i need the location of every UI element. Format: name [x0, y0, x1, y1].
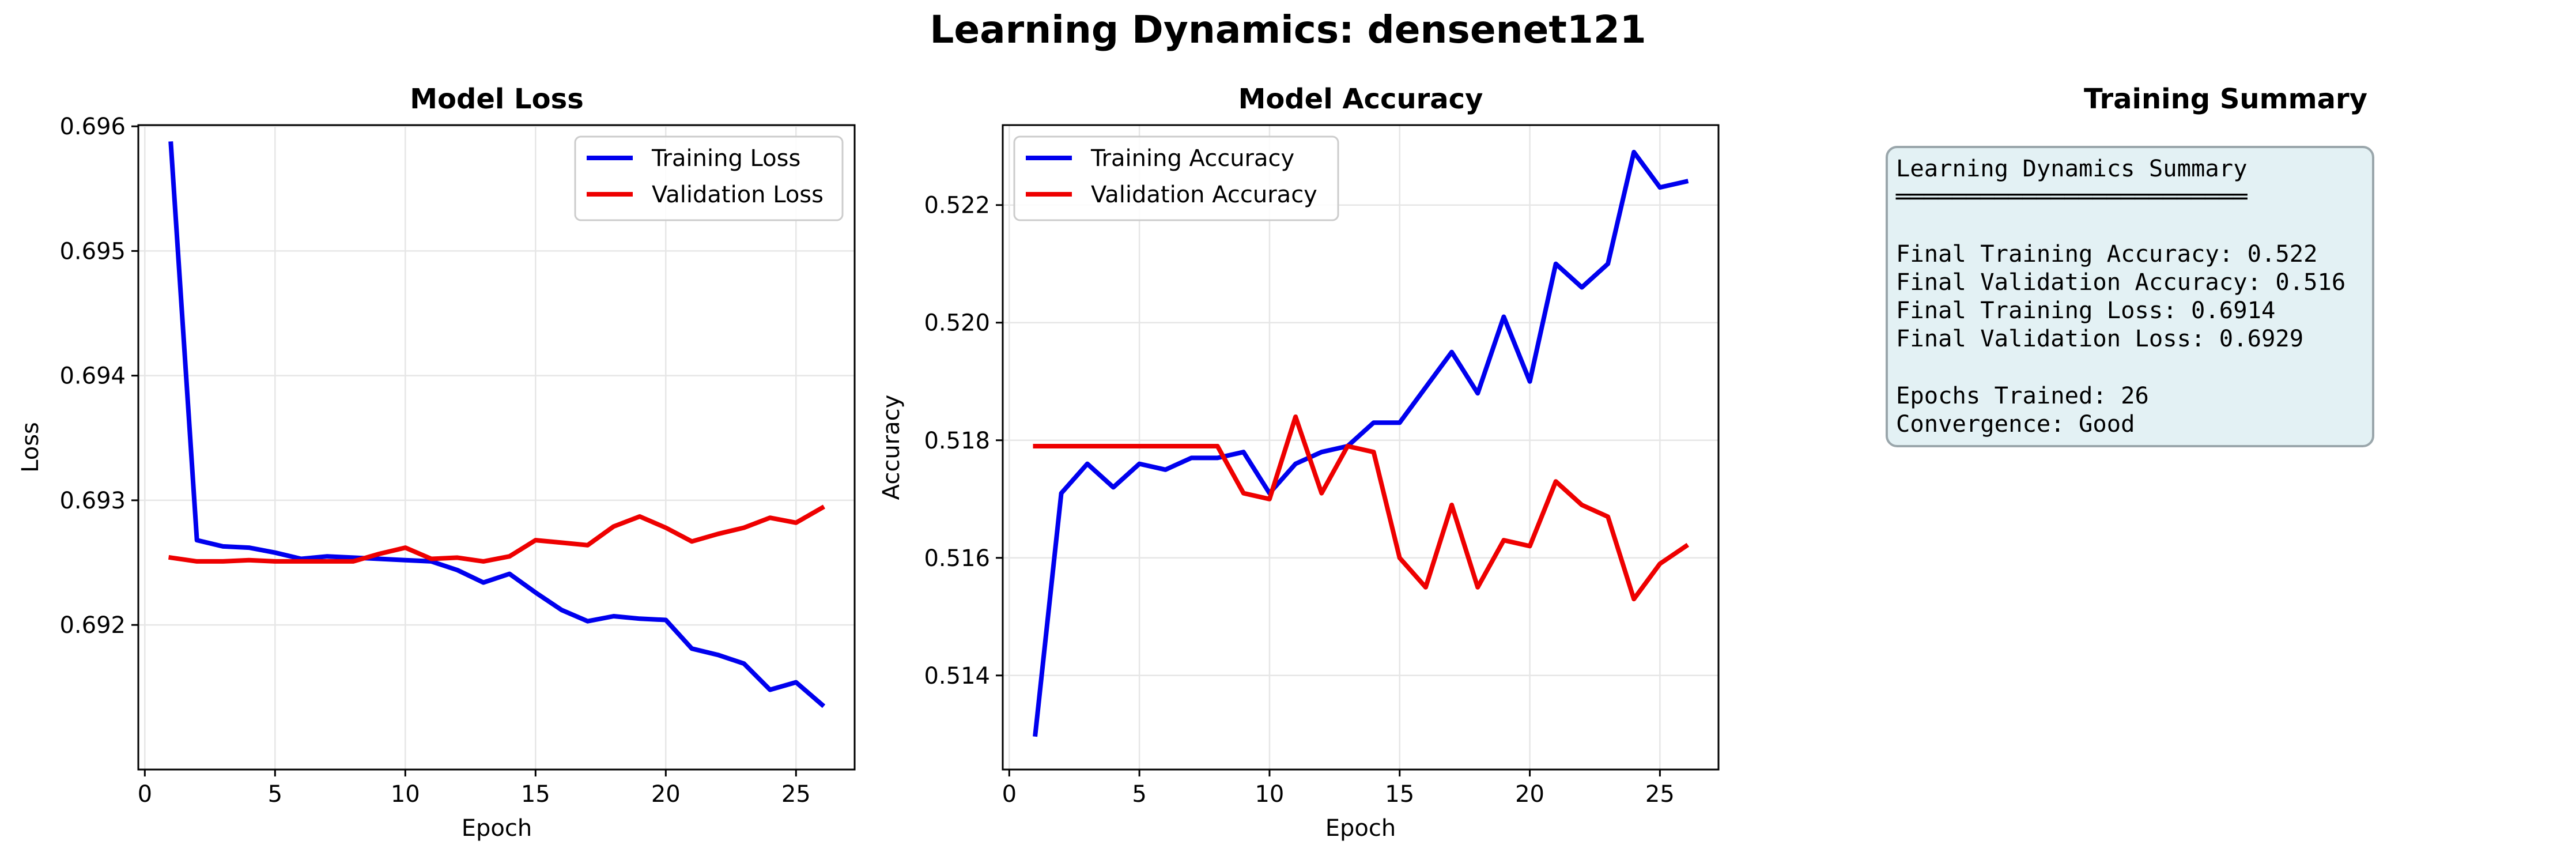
- figure-title: Learning Dynamics: densenet121: [930, 7, 1646, 52]
- loss-plot-frame: [137, 124, 856, 771]
- loss-chart: Model Loss 0 5 10 15 20 25 0.692 0.693 0.694 0.69…: [17, 83, 856, 842]
- summary-heading: Learning Dynamics Summary: [1896, 154, 2248, 182]
- summary-spacer: [1896, 353, 2345, 381]
- summary-convergence: Convergence: Good: [1896, 409, 2135, 438]
- accuracy-chart-title: Model Accuracy: [1238, 83, 1483, 115]
- loss-legend: Training Loss Validation Loss: [574, 135, 844, 221]
- series-line-training-loss: [168, 141, 826, 708]
- accuracy-x-tick-label: 0: [1002, 781, 1017, 808]
- loss-x-tick-label: 10: [391, 781, 420, 808]
- summary-underline: ═════════════════════════: [1896, 183, 2248, 211]
- loss-x-tick-label: 25: [781, 781, 811, 808]
- accuracy-legend: Training Accuracy Validation Accuracy: [1013, 135, 1339, 221]
- accuracy-y-tick-label: 0.516: [924, 545, 990, 572]
- accuracy-x-tick-label: 25: [1645, 781, 1675, 808]
- accuracy-y-tick-label: 0.518: [924, 428, 990, 454]
- accuracy-x-tick-label: 15: [1385, 781, 1414, 808]
- accuracy-x-tick-label: 20: [1515, 781, 1544, 808]
- series-line-validation-accuracy: [1033, 414, 1690, 602]
- summary-panel-title: Training Summary: [2084, 83, 2367, 115]
- loss-y-tick-label: 0.694: [59, 363, 126, 390]
- accuracy-x-axis-label: Epoch: [1325, 815, 1396, 842]
- legend-label-validation-loss: Validation Loss: [652, 182, 824, 208]
- accuracy-plot-frame: [1002, 124, 1720, 771]
- loss-x-tick-label: 15: [521, 781, 550, 808]
- accuracy-y-tick-label: 0.514: [924, 663, 990, 689]
- loss-y-tick-label: 0.693: [59, 488, 126, 514]
- loss-x-tick-label: 20: [651, 781, 681, 808]
- legend-label-training-accuracy: Training Accuracy: [1090, 145, 1294, 172]
- legend-label-validation-accuracy: Validation Accuracy: [1091, 182, 1317, 208]
- loss-chart-title: Model Loss: [410, 83, 584, 115]
- legend-label-training-loss: Training Loss: [651, 145, 800, 172]
- training-summary-text: Learning Dynamics Summary ═══════════════…: [1896, 154, 2345, 438]
- loss-x-tick-label: 0: [138, 781, 152, 808]
- series-line-training-accuracy: [1033, 149, 1689, 737]
- series-line-validation-loss: [168, 504, 825, 564]
- summary-epochs-trained: Epochs Trained: 26: [1896, 381, 2149, 409]
- accuracy-legend-frame: [1013, 135, 1339, 221]
- accuracy-y-axis-label: Accuracy: [878, 395, 905, 500]
- accuracy-y-tick-label: 0.520: [924, 310, 990, 337]
- loss-y-tick-label: 0.696: [59, 114, 126, 140]
- summary-final-training-accuracy: Final Training Accuracy: 0.522: [1896, 239, 2318, 267]
- summary-final-validation-accuracy: Final Validation Accuracy: 0.516: [1896, 267, 2346, 296]
- training-summary-box: [1886, 146, 2374, 447]
- accuracy-chart: Model Accuracy 0 5 10 15 20 25 0.514 0.516 0.518…: [878, 83, 1720, 842]
- accuracy-y-tick-label: 0.522: [924, 193, 990, 219]
- summary-spacer: [1896, 211, 2345, 239]
- summary-final-validation-loss: Final Validation Loss: 0.6929: [1896, 325, 2304, 353]
- summary-final-training-loss: Final Training Loss: 0.6914: [1896, 296, 2276, 324]
- loss-y-axis-label: Loss: [17, 422, 44, 473]
- loss-x-tick-label: 5: [268, 781, 282, 808]
- loss-x-axis-label: Epoch: [462, 815, 532, 842]
- loss-legend-frame: [574, 135, 844, 221]
- loss-y-tick-label: 0.692: [59, 612, 126, 639]
- accuracy-x-tick-label: 10: [1255, 781, 1284, 808]
- accuracy-x-tick-label: 5: [1132, 781, 1146, 808]
- loss-y-tick-label: 0.695: [59, 238, 126, 265]
